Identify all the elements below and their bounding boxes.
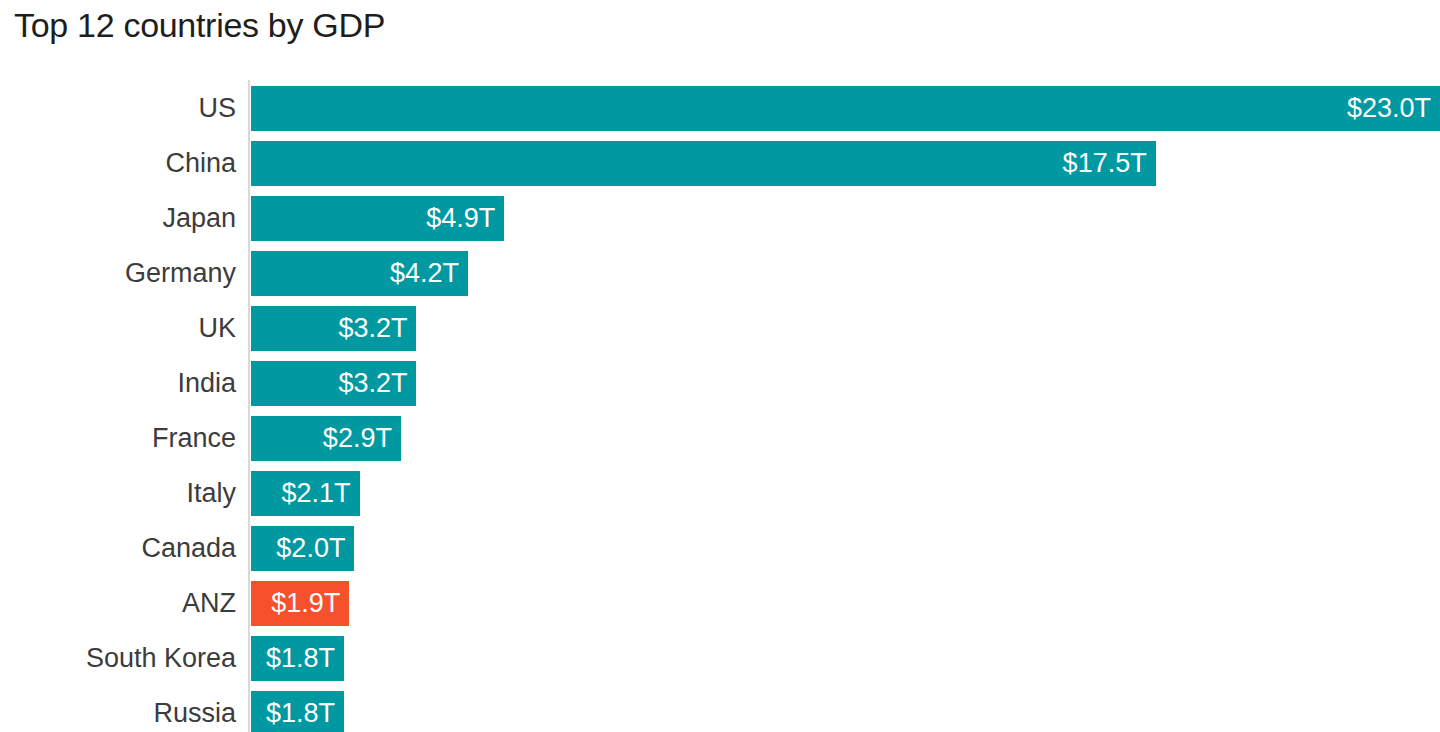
value-label: $3.2T <box>338 313 407 344</box>
bar: $23.0T <box>251 86 1440 131</box>
value-label: $4.9T <box>426 203 495 234</box>
chart-row: Germany $4.2T <box>0 251 1440 296</box>
bar-track: $4.2T <box>251 251 1440 296</box>
category-label: Canada <box>0 533 250 564</box>
chart-title: Top 12 countries by GDP <box>14 6 385 45</box>
value-label: $1.8T <box>266 698 335 729</box>
chart-row: ANZ $1.9T <box>0 581 1440 626</box>
chart-row: France $2.9T <box>0 416 1440 461</box>
bar-track: $2.1T <box>251 471 1440 516</box>
chart-row: India $3.2T <box>0 361 1440 406</box>
value-label: $2.1T <box>282 478 351 509</box>
value-label: $17.5T <box>1063 148 1147 179</box>
category-label: Japan <box>0 203 250 234</box>
bar: $2.9T <box>251 416 401 461</box>
category-label: South Korea <box>0 643 250 674</box>
bar: $3.2T <box>251 306 416 351</box>
value-label: $23.0T <box>1347 93 1431 124</box>
chart-row: China $17.5T <box>0 141 1440 186</box>
value-label: $3.2T <box>338 368 407 399</box>
category-label: Italy <box>0 478 250 509</box>
bar: $17.5T <box>251 141 1156 186</box>
category-label: UK <box>0 313 250 344</box>
category-label: US <box>0 93 250 124</box>
bar: $1.8T <box>251 691 344 732</box>
bar: $2.0T <box>251 526 354 571</box>
chart-row: Italy $2.1T <box>0 471 1440 516</box>
bar-track: $17.5T <box>251 141 1440 186</box>
chart-page: Top 12 countries by GDP US $23.0T China $17… <box>0 0 1440 732</box>
bar-track: $1.9T <box>251 581 1440 626</box>
value-label: $1.9T <box>271 588 340 619</box>
category-label: India <box>0 368 250 399</box>
bar-track: $23.0T <box>251 86 1440 131</box>
value-label: $2.0T <box>276 533 345 564</box>
bar-track: $2.9T <box>251 416 1440 461</box>
category-label: China <box>0 148 250 179</box>
bar-track: $3.2T <box>251 306 1440 351</box>
value-label: $2.9T <box>323 423 392 454</box>
bar: $2.1T <box>251 471 360 516</box>
category-label: ANZ <box>0 588 250 619</box>
bar: $3.2T <box>251 361 416 406</box>
value-label: $1.8T <box>266 643 335 674</box>
chart-row: Canada $2.0T <box>0 526 1440 571</box>
chart-row: Russia $1.8T <box>0 691 1440 732</box>
value-label: $4.2T <box>390 258 459 289</box>
category-label: Germany <box>0 258 250 289</box>
category-label: France <box>0 423 250 454</box>
bar-track: $3.2T <box>251 361 1440 406</box>
category-label: Russia <box>0 698 250 729</box>
chart-row: Japan $4.9T <box>0 196 1440 241</box>
bar: $4.9T <box>251 196 504 241</box>
bar-track: $4.9T <box>251 196 1440 241</box>
bar-track: $2.0T <box>251 526 1440 571</box>
chart-row: UK $3.2T <box>0 306 1440 351</box>
bar-track: $1.8T <box>251 636 1440 681</box>
bar: $1.8T <box>251 636 344 681</box>
chart-row: South Korea $1.8T <box>0 636 1440 681</box>
bar-track: $1.8T <box>251 691 1440 732</box>
bar: $4.2T <box>251 251 468 296</box>
bar-highlighted: $1.9T <box>251 581 349 626</box>
chart-row: US $23.0T <box>0 86 1440 131</box>
bar-chart: US $23.0T China $17.5T Japan $4.9T Germany $4.2… <box>0 86 1440 732</box>
